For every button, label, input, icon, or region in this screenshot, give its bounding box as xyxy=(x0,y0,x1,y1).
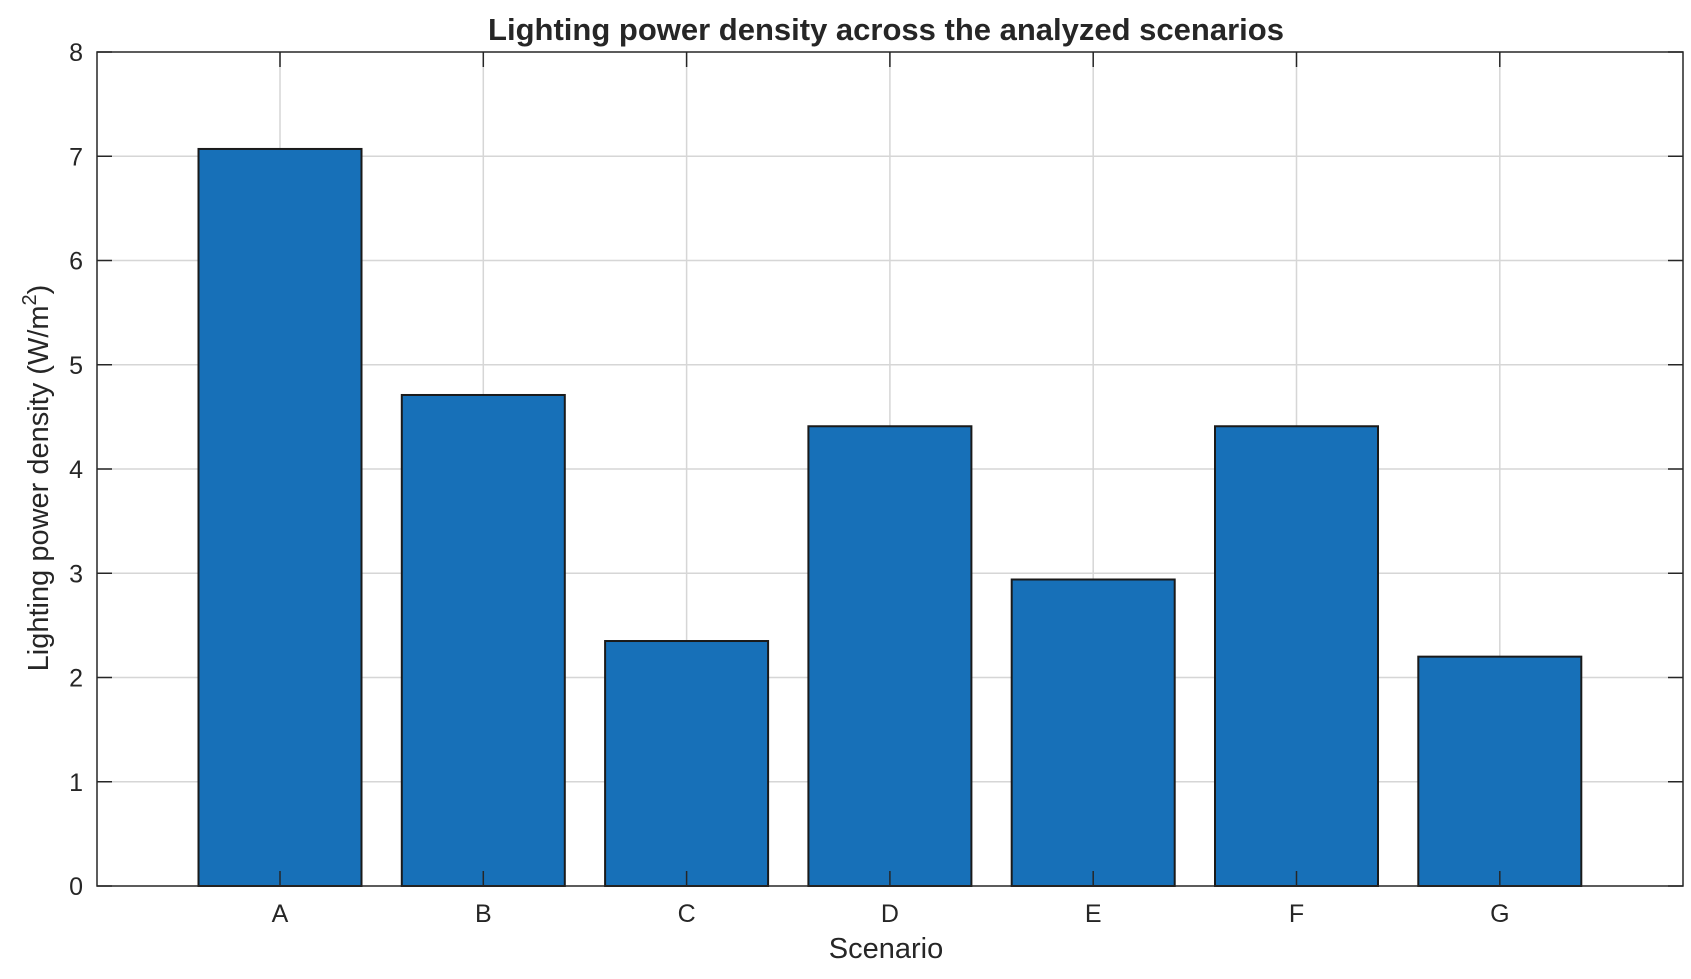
y-tick-label: 0 xyxy=(69,873,83,901)
y-axis-label-suffix: ) xyxy=(23,285,55,295)
x-tick-label: F xyxy=(1289,900,1304,928)
x-tick-label: A xyxy=(272,900,289,928)
y-axis-label-superscript: 2 xyxy=(19,294,41,305)
x-tick-label: B xyxy=(475,900,492,928)
y-tick-label: 4 xyxy=(69,456,83,484)
y-tick-label: 3 xyxy=(69,560,83,588)
bar-B xyxy=(400,393,566,887)
bar-F xyxy=(1214,425,1379,887)
chart-title: Lighting power density across the analyz… xyxy=(488,12,1284,47)
x-tick-label: C xyxy=(678,900,696,928)
bar-A xyxy=(197,147,363,887)
x-tick-label: E xyxy=(1085,900,1102,928)
y-tick-label: 2 xyxy=(69,665,83,693)
bar-E xyxy=(1010,578,1176,887)
bar-D xyxy=(807,425,973,887)
x-axis-label: Scenario xyxy=(829,933,943,965)
tick-labels: 0 1 2 3 4 5 6 7 8 A B C D E F G xyxy=(69,39,1509,928)
x-tick-label: G xyxy=(1490,900,1509,928)
y-tick-label: 7 xyxy=(69,143,83,171)
x-tick-label: D xyxy=(881,900,899,928)
bar-C xyxy=(604,640,770,888)
y-tick-label: 8 xyxy=(69,39,83,67)
y-axis-label: Lighting power density (W/m2) xyxy=(19,285,55,672)
bars xyxy=(197,147,1583,888)
y-tick-label: 5 xyxy=(69,352,83,380)
y-tick-label: 1 xyxy=(69,769,83,797)
bar-G xyxy=(1417,655,1583,888)
y-tick-label: 6 xyxy=(69,248,83,276)
y-axis-label-main: Lighting power density (W/m xyxy=(23,305,55,671)
axis-ticks xyxy=(97,51,1683,887)
